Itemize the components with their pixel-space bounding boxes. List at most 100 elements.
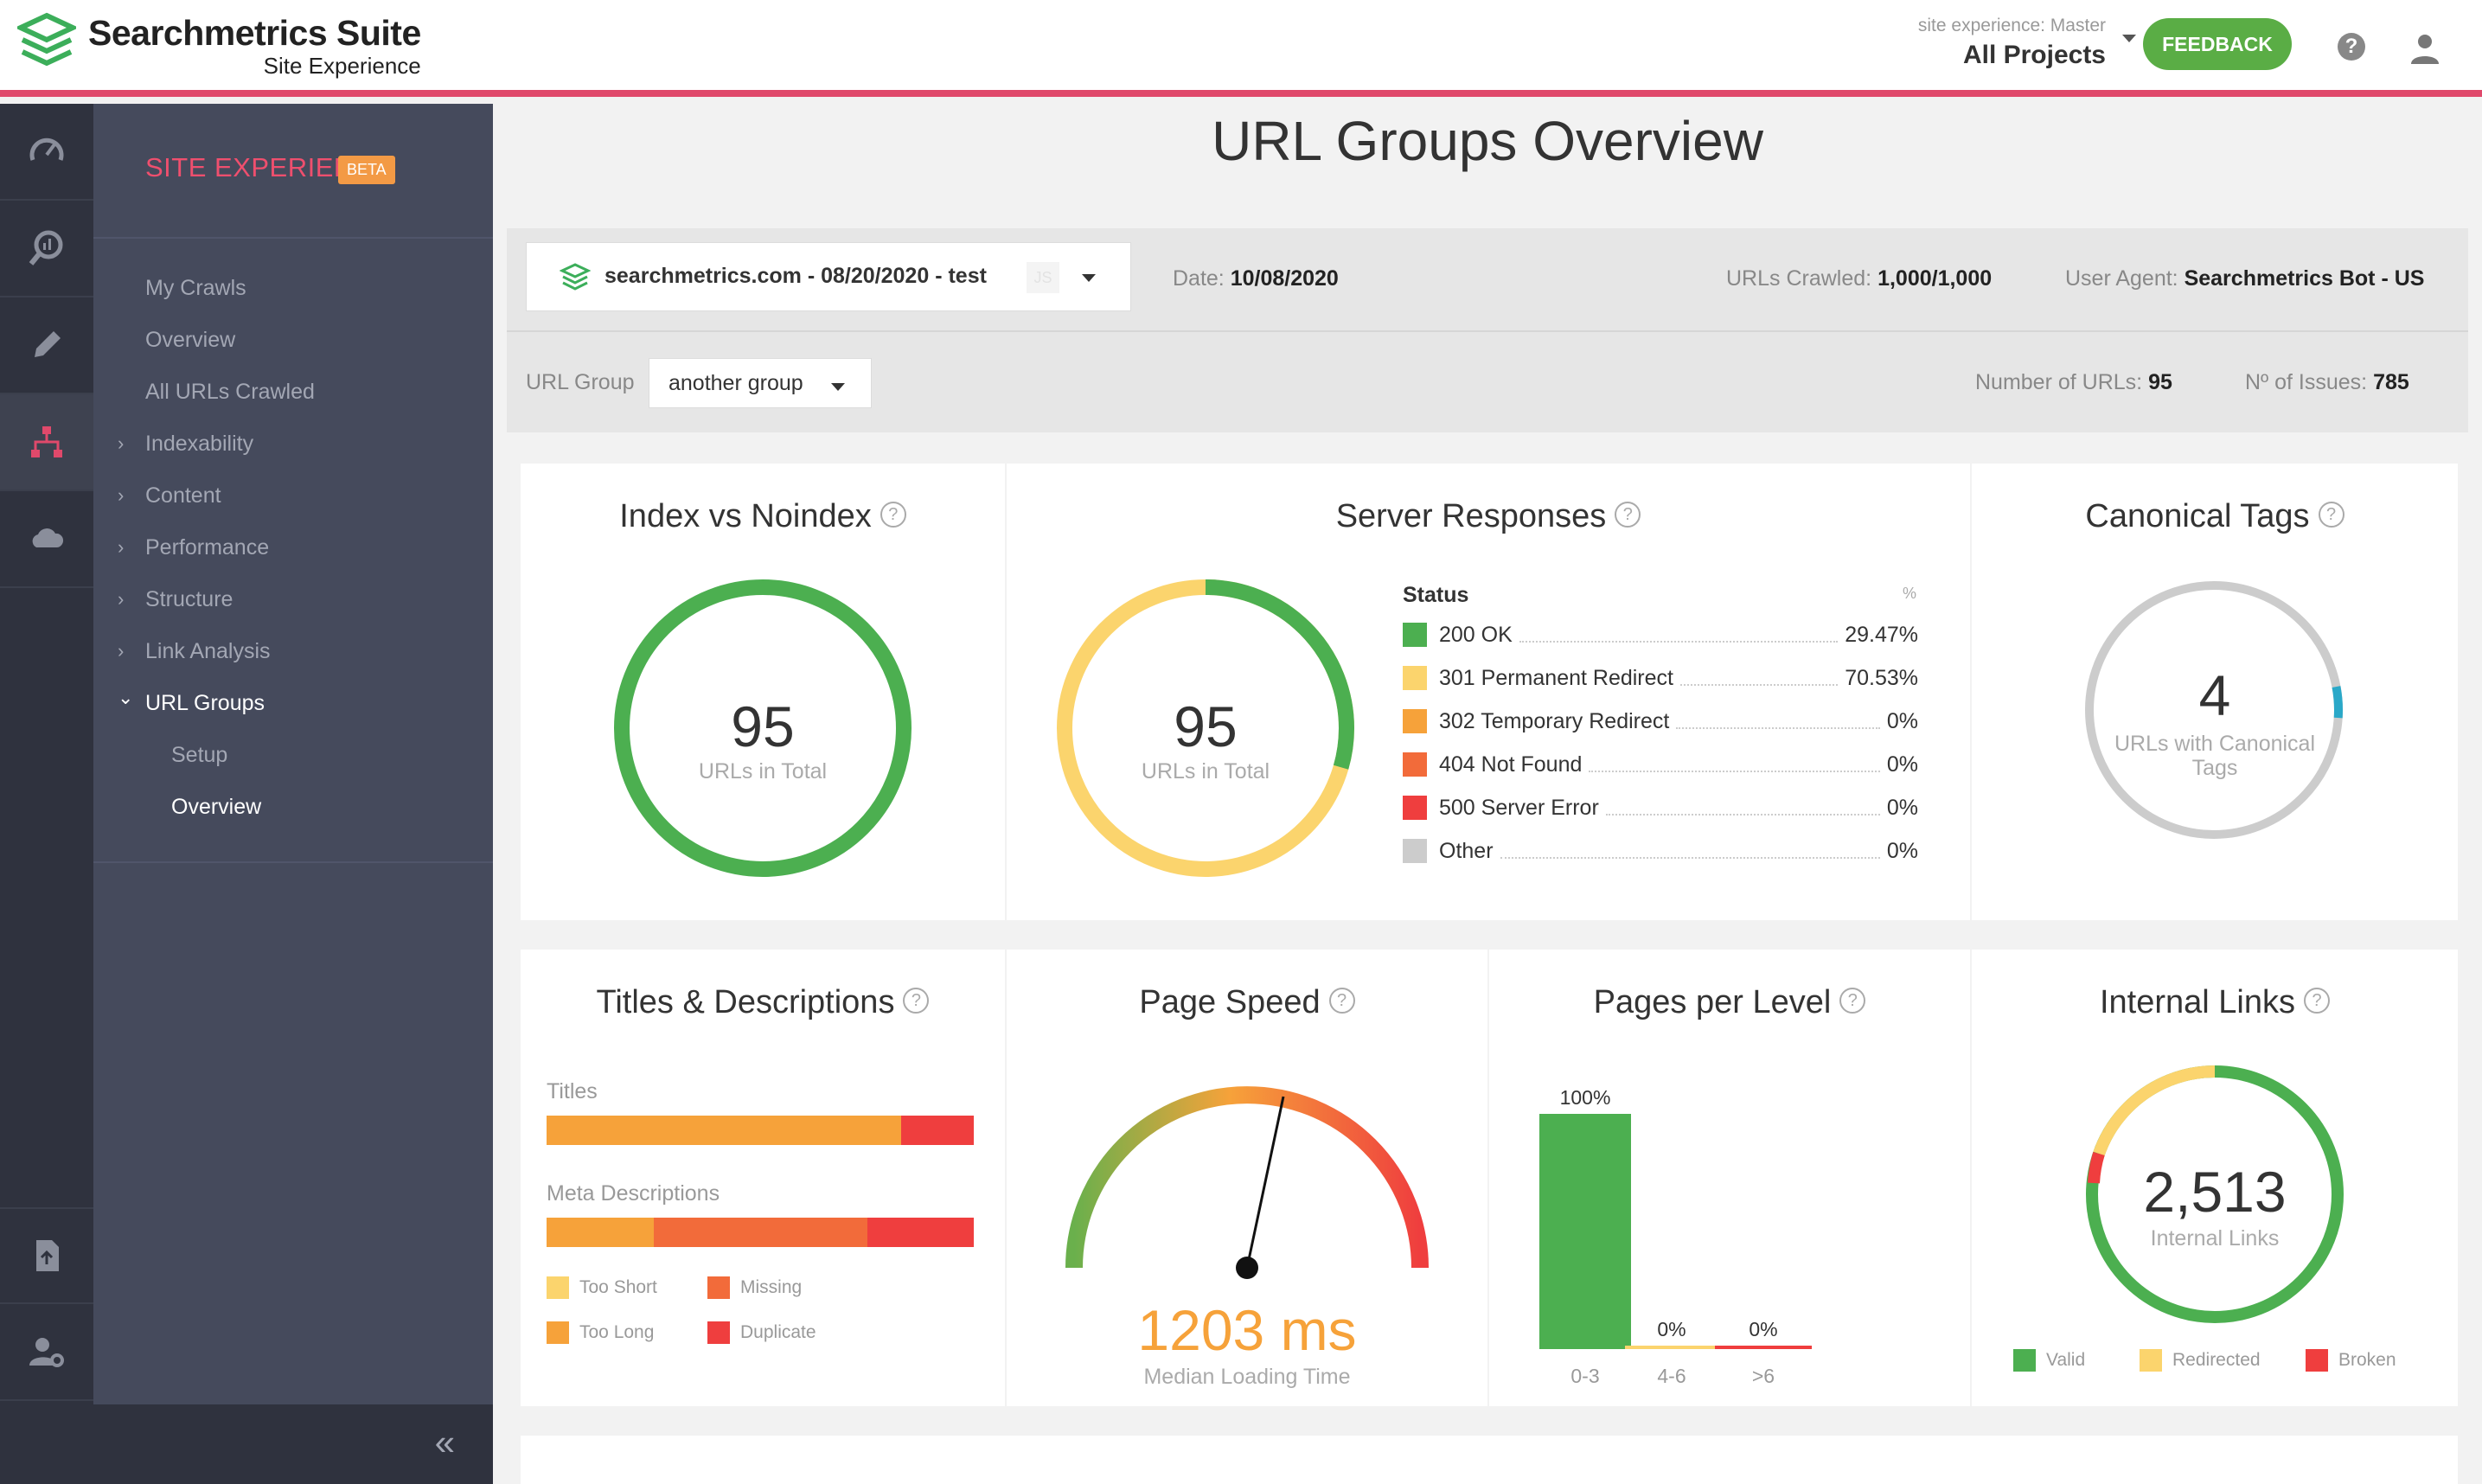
legend-row-500: 500 Server Error 0% bbox=[1403, 790, 1918, 825]
sidebar-item-overview[interactable]: Overview bbox=[145, 328, 236, 352]
beta-badge: BETA bbox=[338, 156, 395, 184]
bar-segment bbox=[901, 1116, 974, 1145]
chevron-down-icon: ⌄ bbox=[118, 687, 134, 708]
url-group-selector[interactable]: another group bbox=[649, 358, 872, 408]
user-agent: User Agent: Searchmetrics Bot - US bbox=[2065, 266, 2425, 291]
chevron-right-icon: › bbox=[118, 484, 125, 506]
sidebar-item-my-crawls[interactable]: My Crawls bbox=[145, 276, 246, 300]
server-total-label: URLs in Total bbox=[1141, 759, 1270, 784]
level-cat-label: 0-3 bbox=[1570, 1365, 1600, 1387]
level-cat-label: 4-6 bbox=[1657, 1365, 1686, 1387]
status-header: Status bbox=[1403, 583, 1469, 607]
help-circle-icon[interactable]: ? bbox=[2304, 987, 2330, 1014]
legend-redirected: Redirected bbox=[2140, 1349, 2261, 1372]
canonical-label-2: Tags bbox=[2191, 756, 2238, 780]
links-value: 2,513 bbox=[2143, 1160, 2287, 1224]
legend-swatch bbox=[1403, 666, 1427, 690]
sidebar-item-structure[interactable]: Structure bbox=[145, 587, 233, 611]
card-server-responses: Server Responses? 95 URLs in Total bbox=[1007, 464, 1970, 920]
canonical-label-1: URLs with Canonical bbox=[2114, 732, 2316, 756]
rail-dashboard[interactable] bbox=[0, 104, 93, 201]
card-title: Titles & Descriptions? bbox=[521, 984, 1005, 1021]
rail-research[interactable] bbox=[0, 201, 93, 297]
card-pages-per-level: Pages per Level? 100% 0-3 0% 4-6 0% >6 bbox=[1489, 950, 1970, 1406]
legend-row-301: 301 Permanent Redirect 70.53% bbox=[1403, 661, 1918, 695]
legend-swatch bbox=[1403, 839, 1427, 863]
links-donut-chart bbox=[2086, 1065, 2344, 1323]
rail-site-experience[interactable] bbox=[0, 394, 93, 491]
crawl-selector[interactable]: searchmetrics.com - 08/20/2020 - test JS bbox=[526, 242, 1131, 311]
feedback-button[interactable]: FEEDBACK bbox=[2143, 18, 2292, 70]
analytics-icon bbox=[29, 230, 63, 265]
sidebar-item-content[interactable]: Content bbox=[145, 483, 221, 508]
card-titles-descriptions: Titles & Descriptions? Titles Meta Descr… bbox=[521, 950, 1005, 1406]
level-cat-label: >6 bbox=[1751, 1365, 1775, 1387]
card-title: Pages per Level? bbox=[1489, 984, 1970, 1021]
card-title: Page Speed? bbox=[1007, 984, 1487, 1021]
project-name: All Projects bbox=[1962, 41, 2106, 69]
help-circle-icon[interactable]: ? bbox=[1328, 987, 1355, 1014]
index-total-label: URLs in Total bbox=[698, 759, 828, 784]
server-200-segment bbox=[1057, 579, 1354, 877]
chevron-right-icon: › bbox=[118, 432, 125, 454]
chevron-right-icon: › bbox=[118, 588, 125, 610]
legend-row-other: Other 0% bbox=[1403, 834, 1918, 868]
help-icon[interactable]: ? bbox=[2338, 33, 2365, 61]
report-icon bbox=[36, 1240, 59, 1271]
canonical-value: 4 bbox=[2198, 663, 2231, 727]
number-of-issues: Nº of Issues: 785 bbox=[2245, 370, 2409, 394]
help-circle-icon[interactable]: ? bbox=[903, 987, 930, 1014]
sidebar-item-url-groups[interactable]: URL Groups bbox=[145, 691, 265, 715]
rail-user-settings[interactable] bbox=[0, 1304, 93, 1401]
sidebar-subitem-setup[interactable]: Setup bbox=[171, 743, 228, 767]
card-title: Internal Links? bbox=[1972, 984, 2458, 1021]
icon-rail bbox=[0, 104, 93, 1484]
sidebar-footer: « bbox=[93, 1404, 493, 1484]
help-circle-icon[interactable]: ? bbox=[1839, 987, 1866, 1014]
server-donut-chart bbox=[1057, 579, 1354, 877]
project-selector[interactable]: site experience: Master All Projects bbox=[1918, 14, 2106, 73]
gauge-needle bbox=[1245, 1096, 1285, 1269]
user-account-icon[interactable] bbox=[2408, 31, 2442, 66]
help-circle-icon[interactable]: ? bbox=[880, 501, 906, 528]
card-title: Server Responses? bbox=[1007, 498, 1970, 535]
meta-stacked-bar bbox=[547, 1218, 974, 1247]
project-label: site experience: Master bbox=[1917, 16, 2106, 35]
sidebar-subitem-overview[interactable]: Overview bbox=[171, 795, 262, 819]
legend-row-200: 200 OK 29.47% bbox=[1403, 617, 1918, 652]
collapse-sidebar-icon[interactable]: « bbox=[434, 1422, 455, 1462]
rail-cloud[interactable] bbox=[0, 491, 93, 588]
titles-label: Titles bbox=[547, 1079, 598, 1103]
project-caret-icon[interactable] bbox=[2122, 35, 2136, 42]
caret-down-icon bbox=[1082, 274, 1096, 282]
index-total-value: 95 bbox=[731, 694, 795, 758]
sidebar-item-performance[interactable]: Performance bbox=[145, 535, 270, 560]
card-title: Canonical Tags? bbox=[1972, 498, 2458, 535]
cloud-icon bbox=[32, 528, 64, 547]
sidebar-divider bbox=[93, 861, 493, 863]
card-canonical-tags: Canonical Tags? 4 URLs with Canonical Ta… bbox=[1972, 464, 2458, 920]
percent-header: % bbox=[1903, 585, 1917, 602]
legend-valid: Valid bbox=[2013, 1349, 2085, 1372]
user-settings-icon bbox=[29, 1338, 64, 1367]
links-broken-segment bbox=[2088, 1151, 2105, 1184]
help-circle-icon[interactable]: ? bbox=[1615, 501, 1641, 528]
urls-crawled: URLs Crawled: 1,000/1,000 bbox=[1726, 266, 1993, 291]
help-circle-icon[interactable]: ? bbox=[2318, 501, 2344, 528]
legend-duplicate: Duplicate bbox=[707, 1321, 816, 1344]
main-content: URL Groups Overview searchmetrics.com - … bbox=[493, 104, 2482, 1484]
legend-swatch bbox=[1403, 709, 1427, 733]
rail-reports[interactable] bbox=[0, 1207, 93, 1304]
chevron-right-icon: › bbox=[118, 536, 125, 558]
rail-content[interactable] bbox=[0, 297, 93, 394]
sidebar-item-indexability[interactable]: Indexability bbox=[145, 432, 254, 456]
sidebar-header: SITE EXPERIENCE BETA bbox=[93, 104, 493, 239]
sidebar-item-link-analysis[interactable]: Link Analysis bbox=[145, 639, 271, 663]
card-issues-partial bbox=[521, 1436, 2458, 1484]
brand-logo[interactable]: Searchmetrics Suite Site Experience bbox=[17, 12, 421, 78]
js-badge: JS bbox=[1027, 262, 1059, 293]
titles-stacked-bar bbox=[547, 1116, 974, 1145]
sidebar-item-all-urls[interactable]: All URLs Crawled bbox=[145, 380, 315, 404]
level-pct-label: 100% bbox=[1559, 1086, 1611, 1109]
top-bar: Searchmetrics Suite Site Experience site… bbox=[0, 0, 2482, 97]
